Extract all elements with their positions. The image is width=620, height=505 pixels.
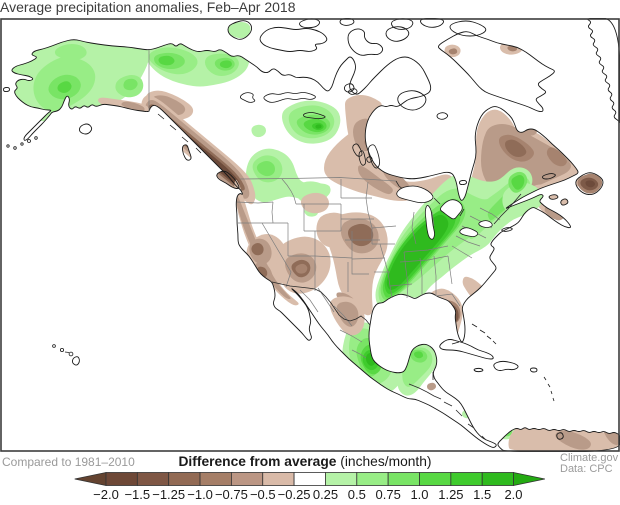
- svg-text:−1.5: −1.5: [124, 487, 150, 502]
- svg-text:1.0: 1.0: [410, 487, 428, 502]
- svg-text:0.25: 0.25: [313, 487, 338, 502]
- svg-text:−2.0: −2.0: [93, 487, 119, 502]
- svg-text:0.5: 0.5: [348, 487, 366, 502]
- svg-text:−1.25: −1.25: [152, 487, 185, 502]
- svg-text:−1.0: −1.0: [187, 487, 213, 502]
- svg-text:−0.5: −0.5: [250, 487, 276, 502]
- svg-text:2.0: 2.0: [504, 487, 522, 502]
- svg-text:−0.25: −0.25: [278, 487, 311, 502]
- svg-text:−0.75: −0.75: [215, 487, 248, 502]
- svg-text:1.5: 1.5: [473, 487, 491, 502]
- svg-text:1.25: 1.25: [438, 487, 463, 502]
- svg-text:0.75: 0.75: [376, 487, 401, 502]
